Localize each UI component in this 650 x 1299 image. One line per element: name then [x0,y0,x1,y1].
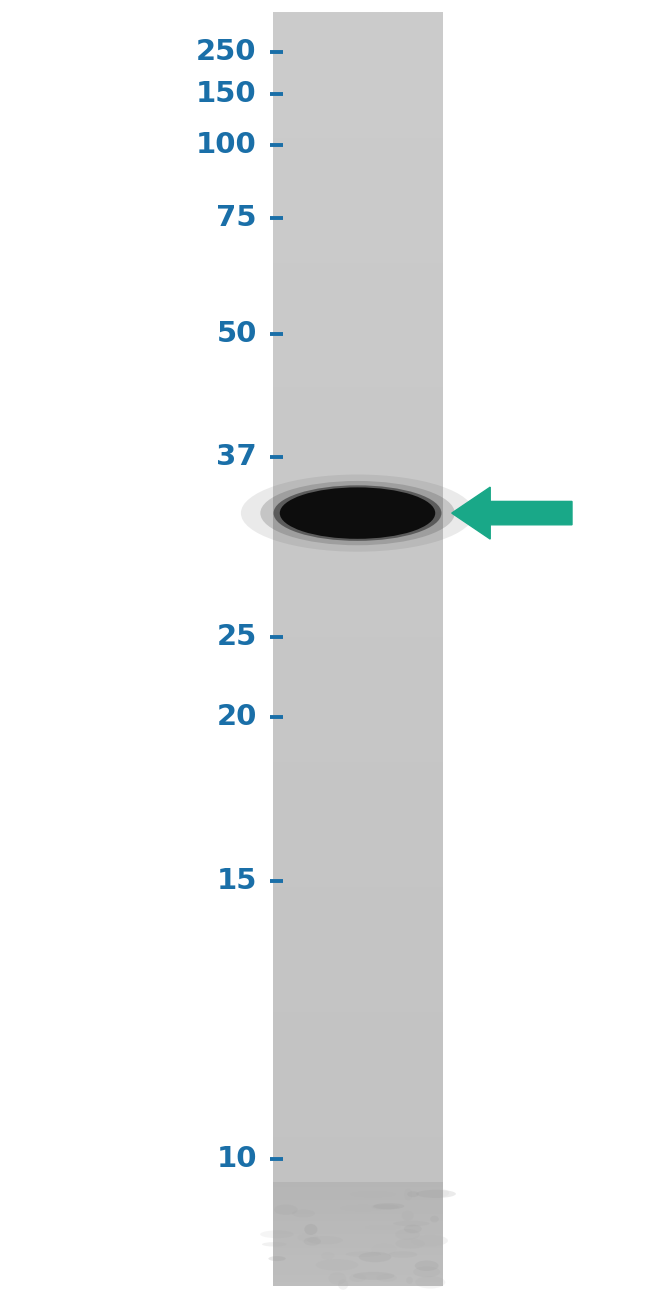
Ellipse shape [304,1224,317,1235]
FancyArrow shape [452,487,572,539]
Ellipse shape [350,1191,395,1198]
Ellipse shape [426,1189,449,1198]
Ellipse shape [353,1272,395,1280]
Ellipse shape [408,1191,419,1198]
Ellipse shape [415,1276,445,1289]
Text: 250: 250 [196,38,257,66]
Ellipse shape [404,1225,422,1233]
Ellipse shape [304,1237,321,1246]
Ellipse shape [365,1225,401,1230]
Ellipse shape [406,1277,413,1283]
Text: 10: 10 [216,1144,257,1173]
Ellipse shape [307,1237,343,1244]
Ellipse shape [261,481,455,546]
Ellipse shape [372,1244,396,1255]
Ellipse shape [280,487,436,539]
Ellipse shape [346,1251,381,1257]
Ellipse shape [416,1190,456,1198]
Ellipse shape [321,1252,334,1260]
Text: 75: 75 [216,204,257,233]
Ellipse shape [292,1209,315,1217]
Text: 50: 50 [216,320,257,348]
Text: 20: 20 [216,703,257,731]
Text: 100: 100 [196,131,257,160]
Ellipse shape [373,1203,404,1209]
Ellipse shape [393,1221,430,1226]
Ellipse shape [389,1251,417,1257]
Text: 37: 37 [216,443,257,472]
Ellipse shape [395,1238,425,1248]
Ellipse shape [395,1229,420,1241]
Ellipse shape [430,1216,439,1222]
Text: 25: 25 [216,622,257,651]
Ellipse shape [415,1260,439,1270]
Ellipse shape [338,1280,348,1290]
Ellipse shape [274,486,441,540]
Ellipse shape [328,1272,346,1285]
Ellipse shape [359,1252,391,1263]
Ellipse shape [411,1235,448,1247]
Ellipse shape [404,1189,412,1200]
Ellipse shape [262,1242,287,1247]
Ellipse shape [297,1234,318,1242]
Ellipse shape [413,1267,440,1277]
Ellipse shape [268,1256,286,1261]
Ellipse shape [274,1204,298,1215]
Ellipse shape [371,1204,399,1209]
Ellipse shape [349,1273,366,1282]
Ellipse shape [341,1205,385,1211]
Ellipse shape [316,1259,358,1270]
Ellipse shape [402,1211,414,1221]
Ellipse shape [241,474,474,552]
Ellipse shape [260,1230,294,1238]
Text: 150: 150 [196,79,257,108]
Ellipse shape [376,1274,397,1282]
Text: 15: 15 [216,866,257,895]
